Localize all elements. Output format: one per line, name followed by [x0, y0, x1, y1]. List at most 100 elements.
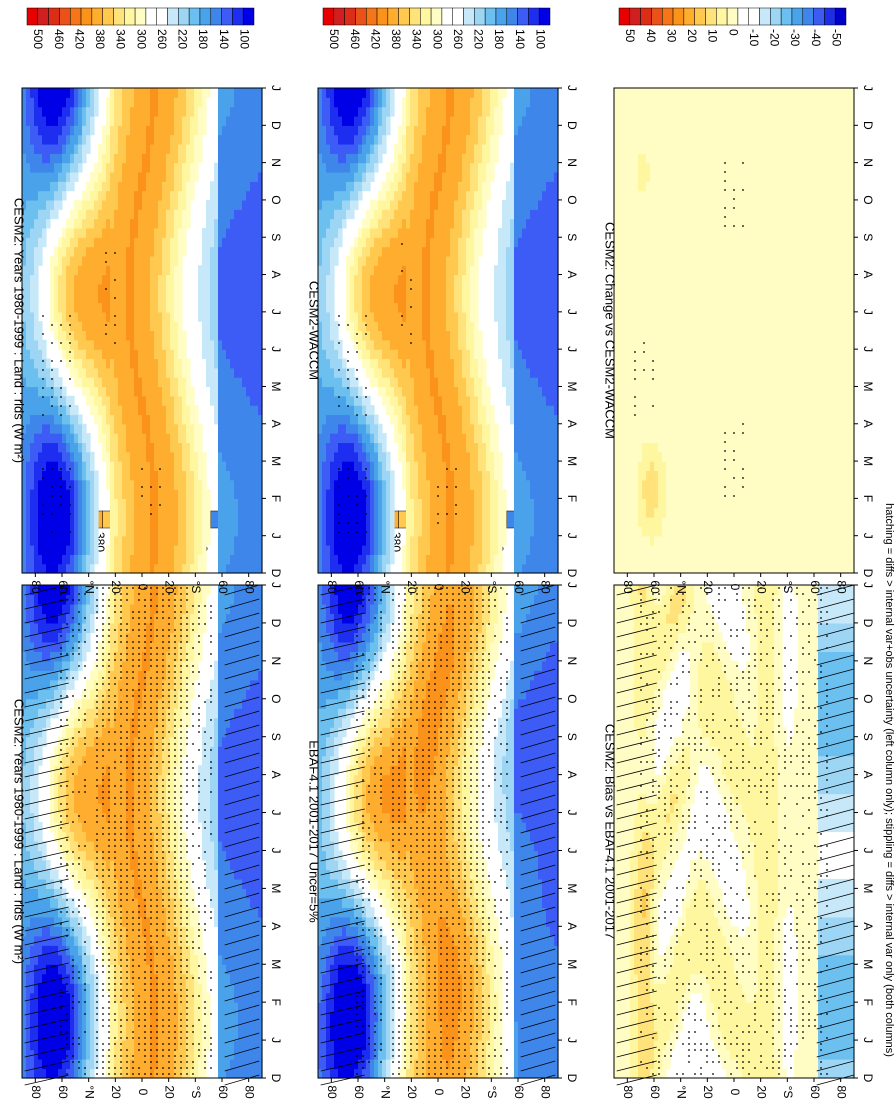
heatmap-cell [134, 822, 139, 833]
month-tick-label: J [269, 810, 283, 816]
heatmap-cell [134, 1068, 139, 1079]
heatmap-cell [30, 1021, 35, 1032]
heatmap-cell [142, 755, 147, 766]
heatmap-cell [30, 585, 35, 596]
heatmap-cell [202, 736, 207, 747]
heatmap-cell [94, 708, 99, 719]
heatmap-cell [66, 1030, 71, 1041]
heatmap-cell [54, 1002, 59, 1013]
heatmap-cell [254, 603, 259, 615]
stipple-dot [204, 755, 206, 757]
stipple-dot [126, 623, 128, 625]
heatmap-cell [94, 736, 99, 747]
stipple-dot [132, 815, 134, 817]
heatmap-cell [46, 869, 51, 880]
heatmap-cell [234, 784, 239, 795]
heatmap-cell [102, 632, 107, 643]
stipple-dot [132, 731, 134, 733]
stipple-dot [138, 635, 140, 637]
stipple-dot [126, 1037, 128, 1039]
heatmap-cell [170, 935, 175, 946]
heatmap-cell [318, 1040, 323, 1051]
heatmap-cell [322, 679, 327, 690]
stipple-dot [132, 689, 134, 691]
heatmap-cell [86, 964, 91, 975]
stipple-dot [198, 827, 200, 829]
heatmap-cell [114, 1021, 119, 1032]
heatmap-cell [254, 708, 259, 719]
heatmap-cell [74, 1059, 79, 1070]
stipple-dot [162, 629, 164, 631]
heatmap-cell [182, 859, 187, 871]
heatmap-cell [370, 964, 375, 975]
stipple-dot [120, 965, 122, 967]
stipple-dot [102, 929, 104, 931]
heatmap-cell [38, 907, 43, 918]
heatmap-cell [82, 641, 87, 652]
heatmap-cell [210, 840, 215, 852]
heatmap-cell [110, 784, 115, 795]
heatmap-cell [26, 774, 31, 785]
heatmap-cell [318, 954, 323, 965]
stipple-dot [162, 743, 164, 745]
stipple-dot [192, 629, 194, 631]
stipple-dot [180, 773, 182, 775]
stipple-dot [102, 1049, 104, 1051]
stipple-dot [102, 905, 104, 907]
stipple-dot [66, 743, 68, 745]
heatmap-cell [26, 755, 31, 766]
heatmap-cell [254, 698, 259, 709]
stipple-dot [120, 761, 122, 763]
stipple-dot [72, 599, 74, 601]
stipple-dot [120, 959, 122, 961]
heatmap-cell [226, 850, 231, 861]
heatmap-cell [78, 1002, 83, 1013]
heatmap-cell [346, 585, 351, 596]
heatmap-cell [66, 973, 71, 984]
stipple-dot [138, 929, 140, 931]
stipple-dot [126, 677, 128, 679]
stipple-dot [186, 599, 188, 601]
heatmap-cell [210, 727, 215, 738]
stipple-dot [108, 641, 110, 643]
heatmap-cell [30, 840, 35, 852]
stipple-dot [168, 701, 170, 703]
heatmap-cell [222, 784, 227, 795]
heatmap-cell [218, 859, 223, 871]
heatmap-cell [330, 964, 335, 975]
stipple-dot [180, 935, 182, 937]
heatmap-cell [58, 983, 63, 994]
stipple-dot [72, 761, 74, 763]
heatmap-cell [86, 1030, 91, 1041]
heatmap-cell [170, 859, 175, 871]
stipple-dot [84, 905, 86, 907]
heatmap-cell [110, 878, 115, 889]
heatmap-cell [346, 641, 351, 652]
stipple-dot [144, 857, 146, 859]
heatmap-cell [98, 670, 103, 681]
heatmap-cell [370, 1021, 375, 1032]
heatmap-cell [174, 698, 179, 709]
stipple-dot [102, 683, 104, 685]
heatmap-cell [134, 613, 139, 624]
stipple-dot [174, 743, 176, 745]
heatmap-cell [58, 603, 63, 615]
heatmap-cell [242, 736, 247, 747]
heatmap-cell [146, 698, 151, 709]
heatmap-cell [342, 613, 347, 624]
heatmap-cell [102, 954, 107, 965]
heatmap-cell [146, 822, 151, 833]
heatmap-cell [334, 859, 339, 871]
heatmap-cell [142, 1002, 147, 1013]
heatmap-cell [226, 660, 231, 671]
heatmap-cell [146, 717, 151, 728]
heatmap-cell [250, 603, 255, 615]
heatmap-cell [90, 1002, 95, 1013]
heatmap-cell [122, 1049, 127, 1060]
stipple-dot [132, 1013, 134, 1015]
heatmap-cell [26, 954, 31, 965]
stipple-dot [66, 677, 68, 679]
stipple-dot [102, 743, 104, 745]
heatmap-cell [134, 594, 139, 605]
